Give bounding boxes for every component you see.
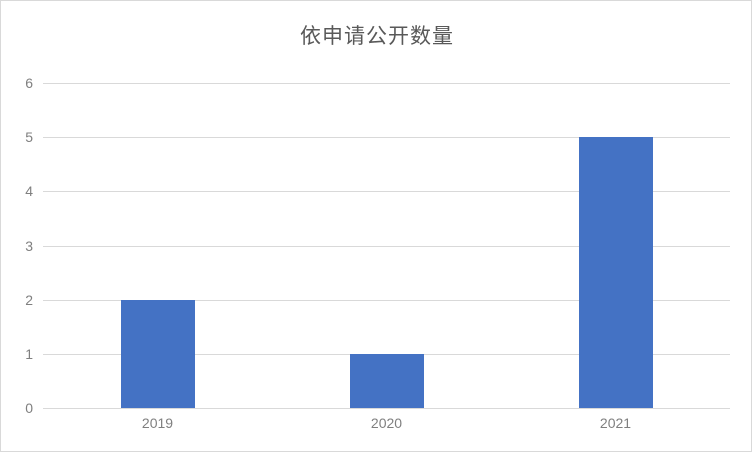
bar[interactable]	[120, 299, 195, 408]
y-axis-tick-label: 1	[25, 345, 33, 362]
y-axis-tick-label: 0	[25, 400, 33, 416]
y-axis: 0 1 2 3 4 5 6	[1, 76, 33, 415]
y-axis-tick-label: 3	[25, 237, 33, 254]
x-axis-tick-label: 2019	[141, 415, 174, 431]
y-axis-tick-label: 4	[25, 183, 33, 200]
x-axis-tick-label: 2021	[599, 415, 632, 431]
gridline	[43, 137, 730, 139]
chart-title: 依申请公开数量	[300, 25, 454, 48]
x-axis: 2019 2020 2021	[43, 415, 730, 435]
gridline	[43, 299, 730, 301]
y-axis-tick-label: 5	[25, 129, 33, 146]
gridline	[43, 245, 730, 247]
bar[interactable]	[578, 137, 653, 408]
x-axis-tick-label: 2020	[370, 415, 403, 431]
y-axis-tick-label: 6	[25, 75, 33, 91]
y-axis-tick-label: 2	[25, 291, 33, 308]
gridline	[43, 191, 730, 193]
plot-area	[43, 83, 730, 409]
gridline	[43, 83, 730, 84]
bar[interactable]	[349, 353, 424, 408]
axis-baseline	[43, 408, 730, 409]
